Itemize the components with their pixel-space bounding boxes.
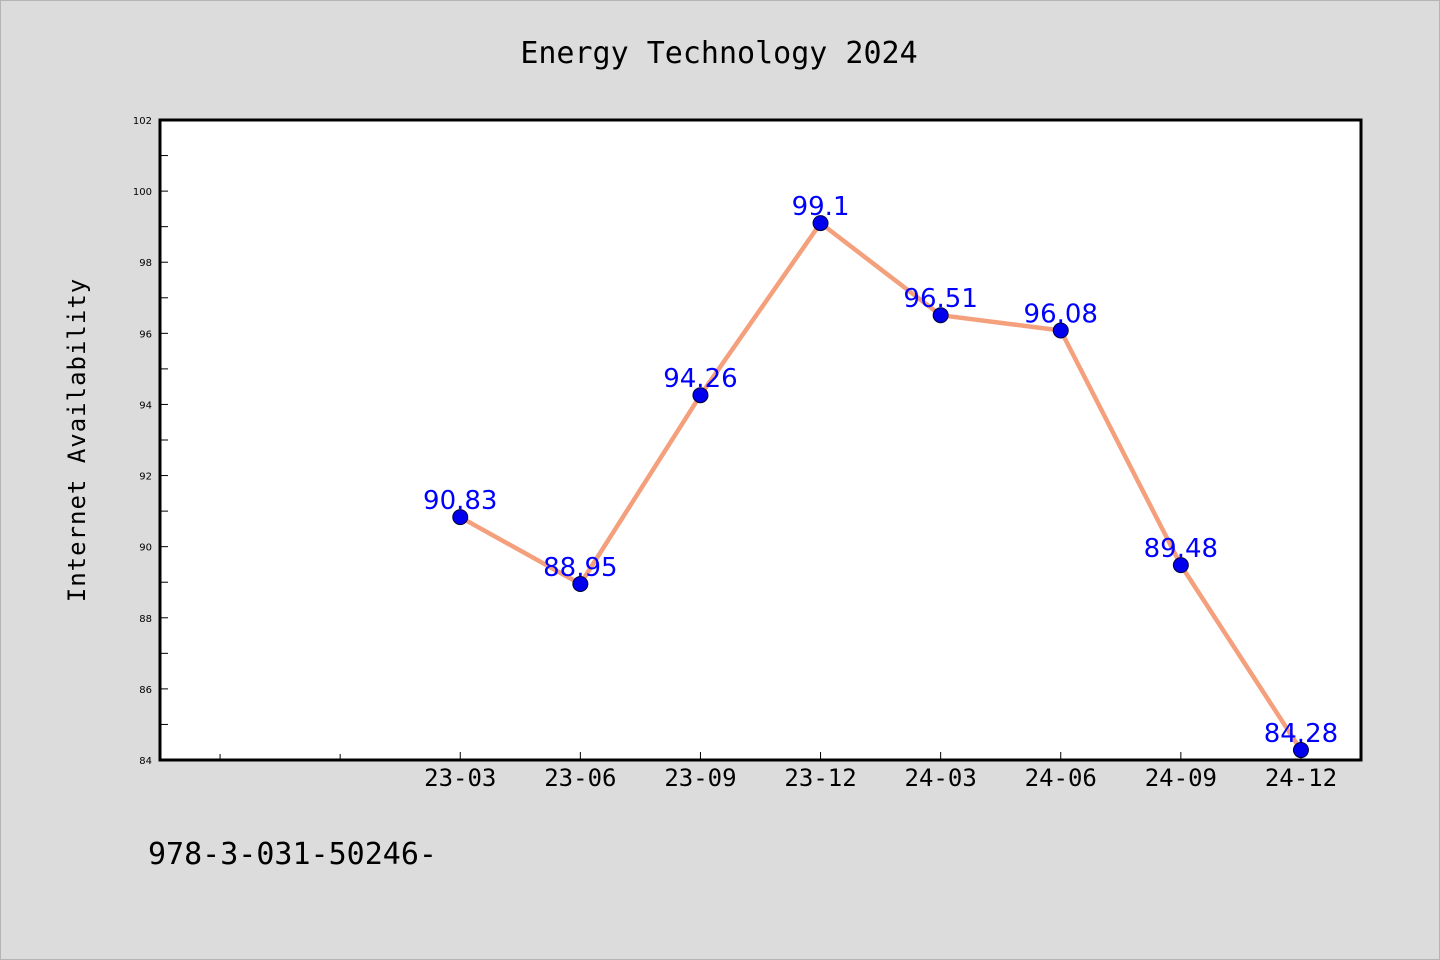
x-tick-label: 24-03 xyxy=(905,764,977,792)
x-tick-label: 23-03 xyxy=(424,764,496,792)
y-tick-label: 102 xyxy=(133,116,152,127)
data-point xyxy=(1292,742,1309,759)
y-tick-label: 92 xyxy=(139,472,152,483)
x-tick-label: 24-09 xyxy=(1145,764,1217,792)
y-tick-label: 98 xyxy=(139,258,152,269)
data-labels: 90.83 88.95 94.26 99.1 96.51 96.08 89.48 84.28 xyxy=(423,192,1338,749)
y-axis-ticks: 84 86 88 90 92 94 96 98 100 102 xyxy=(133,116,168,767)
data-point xyxy=(452,509,469,526)
x-axis-ticks: 23-03 23-06 23-09 23-12 24-03 24-06 24-09 24-12 xyxy=(219,752,1337,792)
data-label: 89.48 xyxy=(1144,534,1218,564)
data-label: 96.08 xyxy=(1024,299,1098,329)
data-point xyxy=(692,387,709,404)
y-tick-label: 94 xyxy=(139,400,152,411)
y-tick-label: 84 xyxy=(139,756,152,767)
data-point xyxy=(812,215,829,232)
data-label: 99.1 xyxy=(792,192,850,222)
footer-text: 978-3-031-50246- xyxy=(148,837,437,872)
x-tick-label: 23-12 xyxy=(784,764,856,792)
data-label: 90.83 xyxy=(423,486,497,516)
data-point xyxy=(1172,557,1189,574)
series-lines xyxy=(459,220,1303,752)
data-point xyxy=(572,576,589,592)
x-tick-label: 24-12 xyxy=(1265,764,1337,792)
series-line xyxy=(459,220,1303,752)
data-point xyxy=(932,307,949,324)
plot-area xyxy=(158,118,1363,762)
x-tick-label: 24-06 xyxy=(1025,764,1097,792)
y-tick-label: 88 xyxy=(139,614,152,625)
x-tick-label: 23-06 xyxy=(544,764,616,792)
series-points xyxy=(452,215,1309,759)
y-tick-label: 96 xyxy=(139,329,152,340)
data-label: 88.95 xyxy=(543,553,617,583)
data-label: 94.26 xyxy=(663,364,737,394)
y-tick-label: 90 xyxy=(139,543,152,554)
y-tick-label: 100 xyxy=(133,187,152,198)
chart-title: Energy Technology 2024 xyxy=(520,36,917,71)
data-label: 96.51 xyxy=(903,284,977,314)
x-tick-label: 23-09 xyxy=(664,764,736,792)
data-label: 84.28 xyxy=(1264,719,1338,749)
data-point xyxy=(1052,322,1069,339)
y-axis-label: Internet Availability xyxy=(63,278,91,602)
y-tick-label: 86 xyxy=(139,685,152,696)
